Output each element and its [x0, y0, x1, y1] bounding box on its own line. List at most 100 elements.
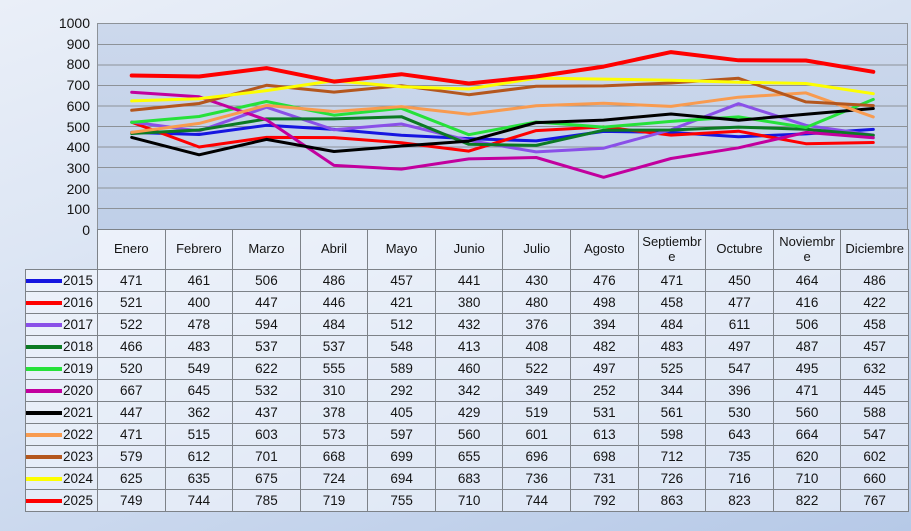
- value-cell: 525: [637, 357, 707, 380]
- value-cell: 622: [232, 357, 301, 380]
- value-cell: 620: [772, 445, 842, 468]
- line-chart-svg: [98, 44, 907, 209]
- value-cell: 561: [637, 401, 707, 424]
- value-cell: 430: [502, 269, 572, 292]
- value-cell: 344: [637, 379, 707, 402]
- value-cell: 719: [299, 489, 369, 512]
- legend-cell-2021: 2021: [25, 401, 98, 424]
- value-cell: 380: [434, 291, 504, 314]
- value-cell: 362: [164, 401, 234, 424]
- value-cell: 531: [570, 401, 639, 424]
- value-cell: 664: [772, 423, 842, 446]
- value-cell: 447: [232, 291, 301, 314]
- value-cell: 458: [840, 313, 909, 336]
- month-header-cell: Octubre: [705, 229, 774, 270]
- series-line-2021: [130, 107, 875, 157]
- value-cell: 497: [705, 335, 774, 358]
- y-axis-tick-label: 300: [66, 159, 90, 176]
- table-row-2019: 2019 520 549 622 555 589 460 522 497 525 547 495 632: [25, 357, 909, 380]
- value-cell: 512: [367, 313, 436, 336]
- series-year-label: 2024: [62, 471, 93, 486]
- series-line-2018: [130, 115, 875, 147]
- series-line-2016: [130, 120, 875, 153]
- series-year-label: 2019: [62, 361, 93, 376]
- table-row-2021: 2021 447 362 437 378 405 429 519 531 561 530 560 588: [25, 401, 909, 424]
- value-cell: 694: [367, 467, 436, 490]
- table-row-2018: 2018 466 483 537 537 548 413 408 482 483 497 487 457: [25, 335, 909, 358]
- value-cell: 310: [299, 379, 369, 402]
- y-axis-tick-label: 900: [66, 35, 90, 52]
- value-cell: 429: [434, 401, 504, 424]
- value-cell: 471: [772, 379, 842, 402]
- month-header-cell: Enero: [97, 229, 166, 270]
- value-cell: 342: [434, 379, 504, 402]
- value-cell: 519: [502, 401, 572, 424]
- month-header-row: Enero Febrero Marzo Abril Mayo Junio Julio Agos…: [26, 229, 909, 270]
- month-header-cell: Junio: [434, 229, 504, 270]
- value-cell: 408: [502, 335, 572, 358]
- month-header-cell: Noviembre: [772, 229, 842, 270]
- y-axis-tick-label: 200: [66, 180, 90, 197]
- value-cell: 548: [367, 335, 436, 358]
- value-cell: 749: [97, 489, 166, 512]
- value-cell: 588: [840, 401, 909, 424]
- value-cell: 483: [637, 335, 707, 358]
- value-cell: 464: [772, 269, 842, 292]
- series-year-label: 2016: [62, 295, 93, 310]
- value-cell: 660: [840, 467, 909, 490]
- legend-line-swatch-2020: [26, 388, 62, 393]
- value-cell: 421: [367, 291, 436, 314]
- value-cell: 486: [840, 269, 909, 292]
- series-year-label: 2015: [62, 273, 93, 288]
- table-row-2025: 2025 749 744 785 719 755 710 744 792 863 823 822 767: [25, 489, 909, 512]
- table-row-2017: 2017 522 478 594 484 512 432 376 394 484 611 506 458: [25, 313, 909, 336]
- value-cell: 487: [772, 335, 842, 358]
- value-cell: 744: [164, 489, 234, 512]
- legend-line-swatch-2022: [26, 432, 62, 437]
- y-axis-tick-label: 600: [66, 97, 90, 114]
- value-cell: 477: [705, 291, 774, 314]
- value-cell: 521: [97, 291, 166, 314]
- value-cell: 744: [502, 489, 572, 512]
- value-cell: 450: [705, 269, 774, 292]
- table-row-2016: 2016 521 400 447 446 421 380 480 498 458 477 416 422: [25, 291, 909, 314]
- value-cell: 560: [772, 401, 842, 424]
- y-axis-tick-label: 500: [66, 118, 90, 135]
- value-cell: 573: [299, 423, 369, 446]
- value-cell: 537: [232, 335, 301, 358]
- value-cell: 696: [502, 445, 572, 468]
- value-cell: 598: [637, 423, 707, 446]
- value-cell: 767: [840, 489, 909, 512]
- value-cell: 378: [299, 401, 369, 424]
- value-cell: 726: [637, 467, 707, 490]
- value-cell: 400: [164, 291, 234, 314]
- chart-plot-area: [97, 23, 908, 230]
- value-cell: 698: [570, 445, 639, 468]
- value-cell: 863: [637, 489, 707, 512]
- value-cell: 589: [367, 357, 436, 380]
- legend-cell-2023: 2023: [25, 445, 98, 468]
- y-axis-tick-label: 800: [66, 56, 90, 73]
- value-cell: 537: [299, 335, 369, 358]
- value-cell: 560: [434, 423, 504, 446]
- value-cell: 445: [840, 379, 909, 402]
- value-cell: 755: [367, 489, 436, 512]
- value-cell: 792: [570, 489, 639, 512]
- value-cell: 471: [97, 423, 166, 446]
- y-axis: 1000 900 800 700 600 500 400 300 200 100 0: [0, 0, 92, 240]
- series-year-label: 2022: [62, 427, 93, 442]
- value-cell: 506: [772, 313, 842, 336]
- series-year-label: 2021: [62, 405, 93, 420]
- legend-line-swatch-2021: [26, 410, 62, 415]
- legend-cell-2018: 2018: [25, 335, 98, 358]
- series-year-label: 2023: [62, 449, 93, 464]
- value-cell: 555: [299, 357, 369, 380]
- legend-cell-2025: 2025: [25, 489, 98, 512]
- value-cell: 701: [232, 445, 301, 468]
- value-cell: 460: [434, 357, 504, 380]
- value-cell: 495: [772, 357, 842, 380]
- month-header-cell: Diciembre: [840, 229, 909, 270]
- table-row-2022: 2022 471 515 603 573 597 560 601 613 598 643 664 547: [25, 423, 909, 446]
- value-cell: 675: [232, 467, 301, 490]
- value-cell: 632: [840, 357, 909, 380]
